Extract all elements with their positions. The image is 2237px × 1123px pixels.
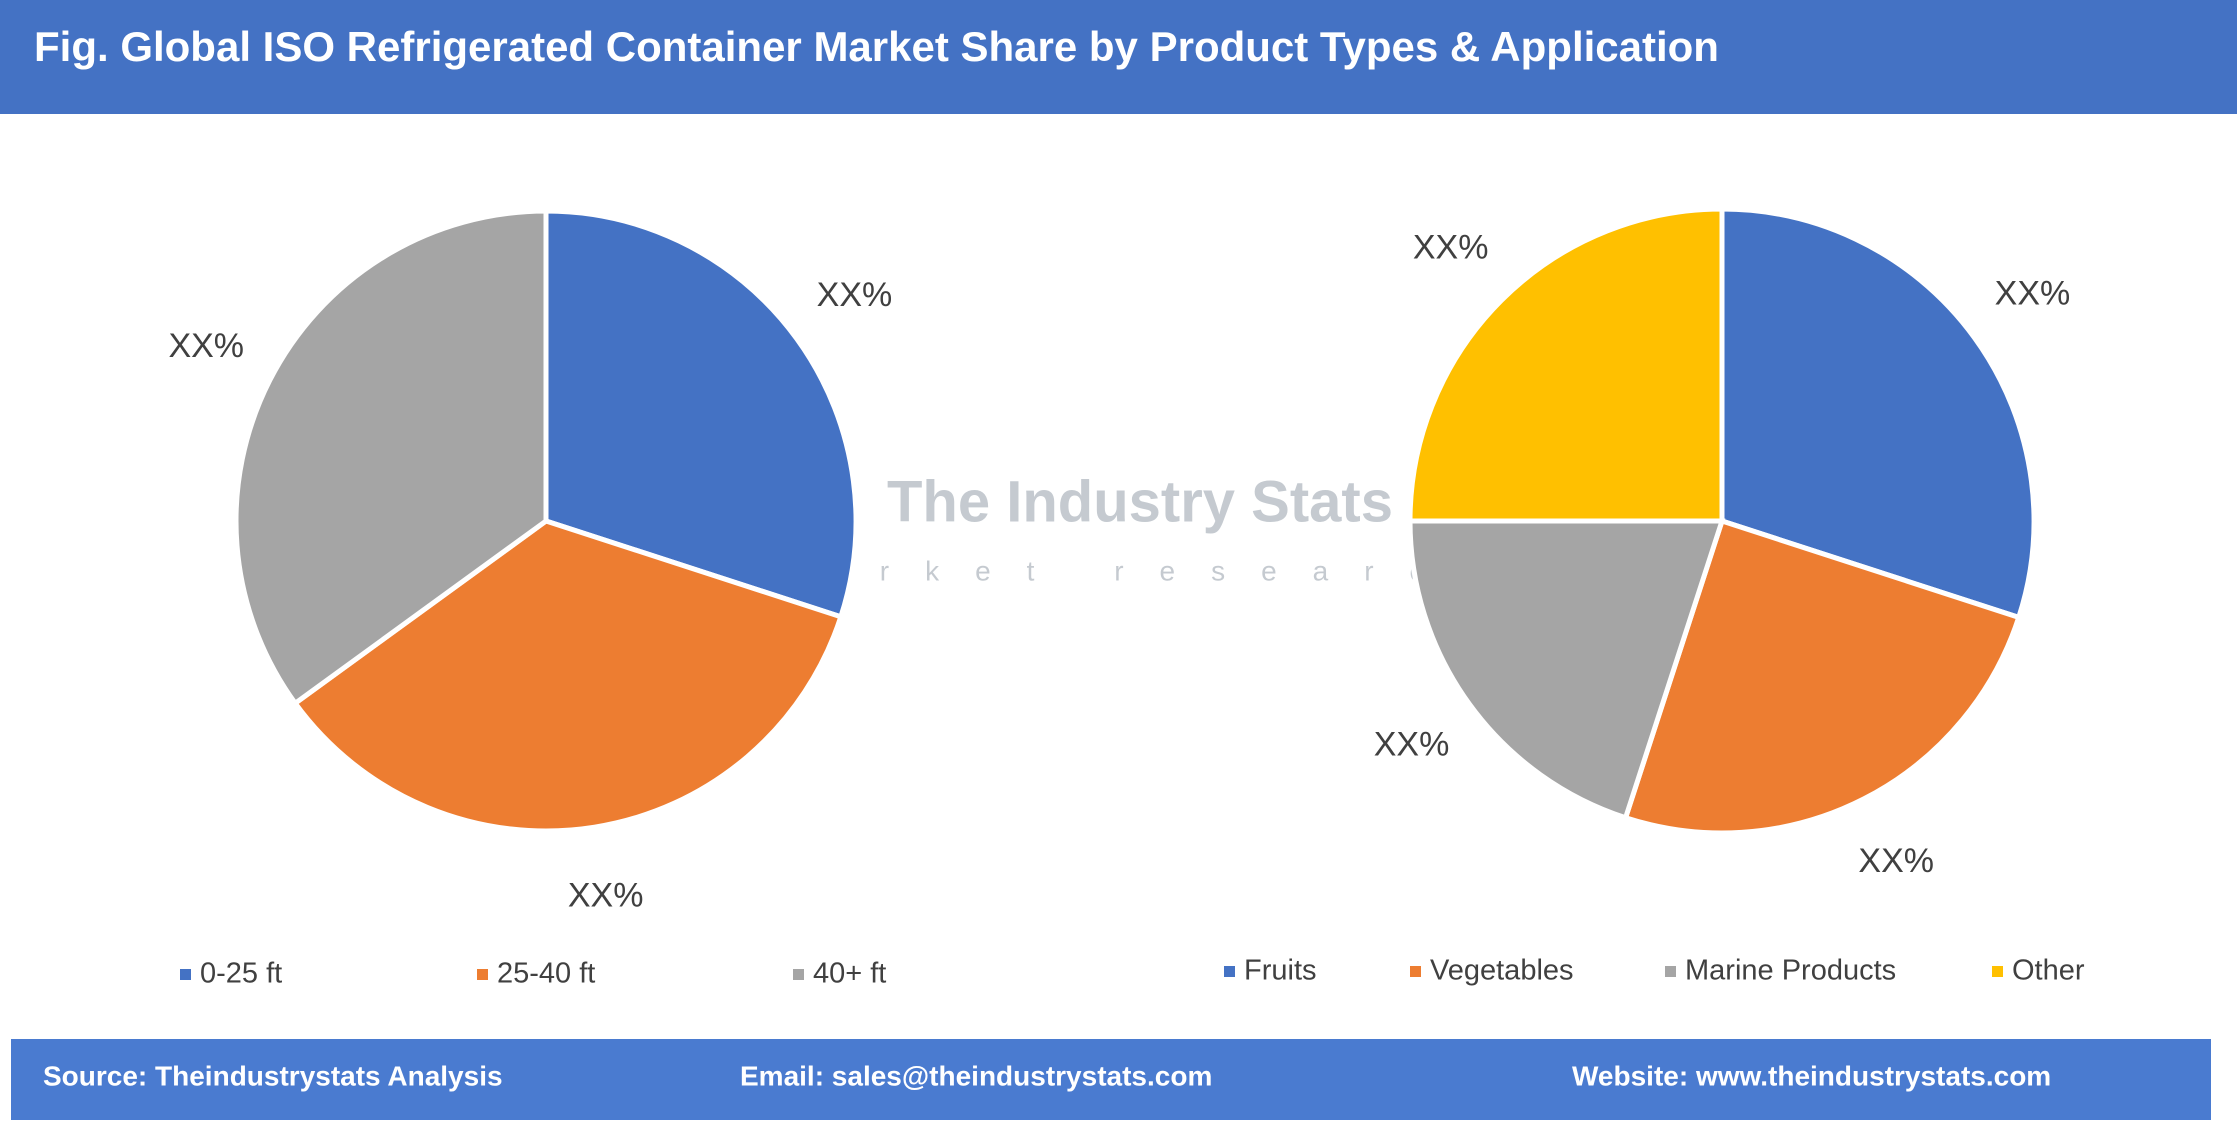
data-label: XX% [817,276,893,314]
legend-marker [477,969,488,980]
watermark-title: The Industry Stats [887,469,1393,534]
legend-marker [1665,966,1676,977]
header-title: Fig. Global ISO Refrigerated Container M… [34,23,1719,70]
data-label: XX% [1858,842,1934,880]
pie-slice [1407,206,1725,524]
footer-website: Website: www.theindustrystats.com [1572,1060,2051,1091]
legend-label: Vegetables [1430,955,1574,987]
legend-marker [1992,966,2003,977]
pie-slice [233,208,549,707]
pie-slice [1622,517,2022,836]
footer-bar [11,1039,2211,1120]
legend-marker [1224,966,1235,977]
header-bar [0,0,2237,114]
pie-slice [1719,206,2037,621]
footer-email: Email: sales@theindustrystats.com [740,1060,1212,1091]
legend-marker [1410,966,1421,977]
pie-slice [291,518,844,834]
footer-source: Source: Theindustrystats Analysis [43,1060,503,1091]
legend-marker [793,969,804,980]
data-label: XX% [1413,229,1489,267]
pie-slice [543,208,859,620]
legend-marker [180,969,191,980]
legend-label: Fruits [1244,955,1317,987]
legend-label: 0-25 ft [200,958,282,990]
data-label: XX% [1374,726,1450,764]
data-label: XX% [1995,274,2071,312]
pie-slice [1407,518,1726,821]
legend-label: Other [2012,955,2085,987]
data-label: XX% [168,327,244,365]
legend-label: 25-40 ft [497,958,595,990]
watermark-subtitle: market research [769,555,1511,586]
data-label: XX% [568,877,644,915]
legend-label: Marine Products [1685,955,1896,987]
legend-label: 40+ ft [813,958,886,990]
